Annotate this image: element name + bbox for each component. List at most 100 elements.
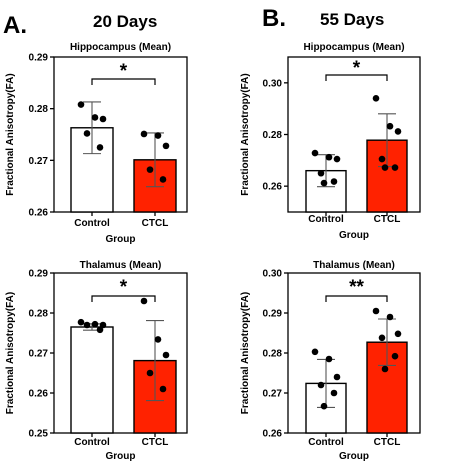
condition-label-55-days: 55 Days: [320, 10, 384, 29]
data-point: [146, 369, 154, 377]
x-tick-label-ctcl: CTCL: [142, 218, 169, 229]
y-axis-label: Fractional Anisotropy(FA): [240, 292, 251, 414]
data-point: [320, 402, 328, 410]
significance-marker: *: [120, 61, 128, 82]
data-point: [394, 128, 402, 135]
y-tick-label: 0.25: [29, 429, 49, 440]
data-point: [77, 318, 85, 326]
data-point: [333, 155, 341, 163]
data-point: [378, 334, 386, 342]
data-point: [386, 313, 394, 321]
data-point: [140, 130, 148, 138]
panel-letter-b: B.: [262, 5, 286, 32]
plot-frame: [53, 56, 188, 213]
data-point: [330, 178, 338, 185]
data-point: [311, 149, 319, 157]
x-axis-label: Group: [106, 234, 136, 245]
chart-title: Thalamus (Mean): [80, 260, 162, 271]
x-tick-label-control: Control: [74, 437, 110, 448]
data-point: [391, 164, 399, 171]
y-tick-label: 0.30: [263, 269, 283, 280]
chart-title: Hippocampus (Mean): [303, 42, 404, 53]
data-point: [162, 142, 170, 150]
data-point: [96, 144, 104, 151]
chart-panel-3: Thalamus (Mean) Fractional Anisotropy(FA)…: [5, 260, 188, 462]
panel-letter-a: A.: [3, 12, 27, 39]
significance-bracket: [325, 295, 388, 302]
y-tick-label: 0.27: [29, 156, 49, 167]
data-point: [330, 389, 338, 397]
significance-bracket: [325, 74, 388, 81]
chart-panel-1: Hippocampus (Mean) Fractional Anisotropy(…: [5, 42, 188, 245]
y-tick-label: 0.28: [29, 104, 49, 115]
x-axis-label: Group: [339, 230, 369, 241]
data-point: [320, 179, 328, 187]
data-point: [96, 326, 104, 334]
data-point: [372, 95, 380, 102]
data-point: [146, 166, 154, 173]
x-axis-label: Group: [339, 451, 369, 462]
y-tick-label: 0.28: [29, 309, 49, 320]
significance-bracket: [91, 295, 156, 302]
chart-title: Hippocampus (Mean): [70, 42, 171, 53]
y-tick-label: 0.26: [29, 389, 49, 400]
data-point: [91, 114, 99, 121]
data-point: [325, 153, 333, 161]
y-tick-label: 0.29: [29, 269, 49, 280]
significance-marker: **: [349, 277, 364, 298]
data-point: [91, 320, 99, 328]
data-point: [378, 155, 386, 163]
y-axis-label: Fractional Anisotropy(FA): [240, 73, 251, 195]
data-point: [391, 352, 399, 360]
x-tick-label-ctcl: CTCL: [374, 437, 401, 448]
data-point: [99, 115, 107, 123]
data-point: [162, 351, 170, 359]
y-tick-label: 0.26: [29, 208, 49, 219]
y-tick-label: 0.29: [29, 53, 49, 64]
data-point: [154, 132, 162, 139]
y-tick-label: 0.28: [263, 349, 283, 360]
y-tick-label: 0.28: [263, 130, 283, 141]
significance-bracket: [91, 78, 156, 85]
y-tick-label: 0.26: [263, 429, 283, 440]
data-point: [77, 101, 85, 108]
data-point: [311, 348, 319, 356]
data-point: [381, 164, 389, 171]
data-point: [159, 176, 167, 183]
x-tick-label-control: Control: [74, 218, 110, 229]
data-point: [394, 330, 402, 338]
data-point: [386, 122, 394, 130]
significance-marker: *: [353, 58, 361, 79]
y-axis-label: Fractional Anisotropy(FA): [5, 292, 16, 414]
data-point: [83, 321, 91, 329]
x-tick-label-ctcl: CTCL: [142, 437, 169, 448]
chart-title: Thalamus (Mean): [313, 260, 395, 271]
data-point: [159, 385, 167, 393]
chart-panel-2: Hippocampus (Mean) Fractional Anisotropy(…: [240, 42, 421, 241]
data-point: [317, 381, 325, 389]
bar-control: [70, 326, 114, 434]
condition-label-20-days: 20 Days: [93, 12, 157, 31]
y-axis-label: Fractional Anisotropy(FA): [5, 73, 16, 195]
x-tick-label-ctcl: CTCL: [374, 214, 401, 225]
y-tick-label: 0.26: [263, 182, 283, 193]
data-point: [99, 321, 107, 329]
y-tick-label: 0.30: [263, 78, 283, 89]
data-point: [333, 373, 341, 381]
data-point: [154, 336, 162, 343]
data-point: [317, 169, 325, 177]
data-point: [325, 355, 333, 363]
significance-marker: *: [120, 277, 128, 298]
data-point: [83, 130, 91, 137]
y-tick-label: 0.27: [29, 349, 49, 360]
chart-panel-4: Thalamus (Mean) Fractional Anisotropy(FA)…: [240, 260, 421, 462]
chart-panels: Hippocampus (Mean) Fractional Anisotropy(…: [5, 42, 421, 462]
x-tick-label-control: Control: [308, 437, 344, 448]
data-point: [372, 307, 380, 315]
y-tick-label: 0.27: [263, 389, 283, 400]
x-axis-label: Group: [106, 451, 136, 462]
x-tick-label-control: Control: [308, 214, 344, 225]
y-tick-label: 0.29: [263, 309, 283, 320]
data-point: [140, 297, 148, 305]
